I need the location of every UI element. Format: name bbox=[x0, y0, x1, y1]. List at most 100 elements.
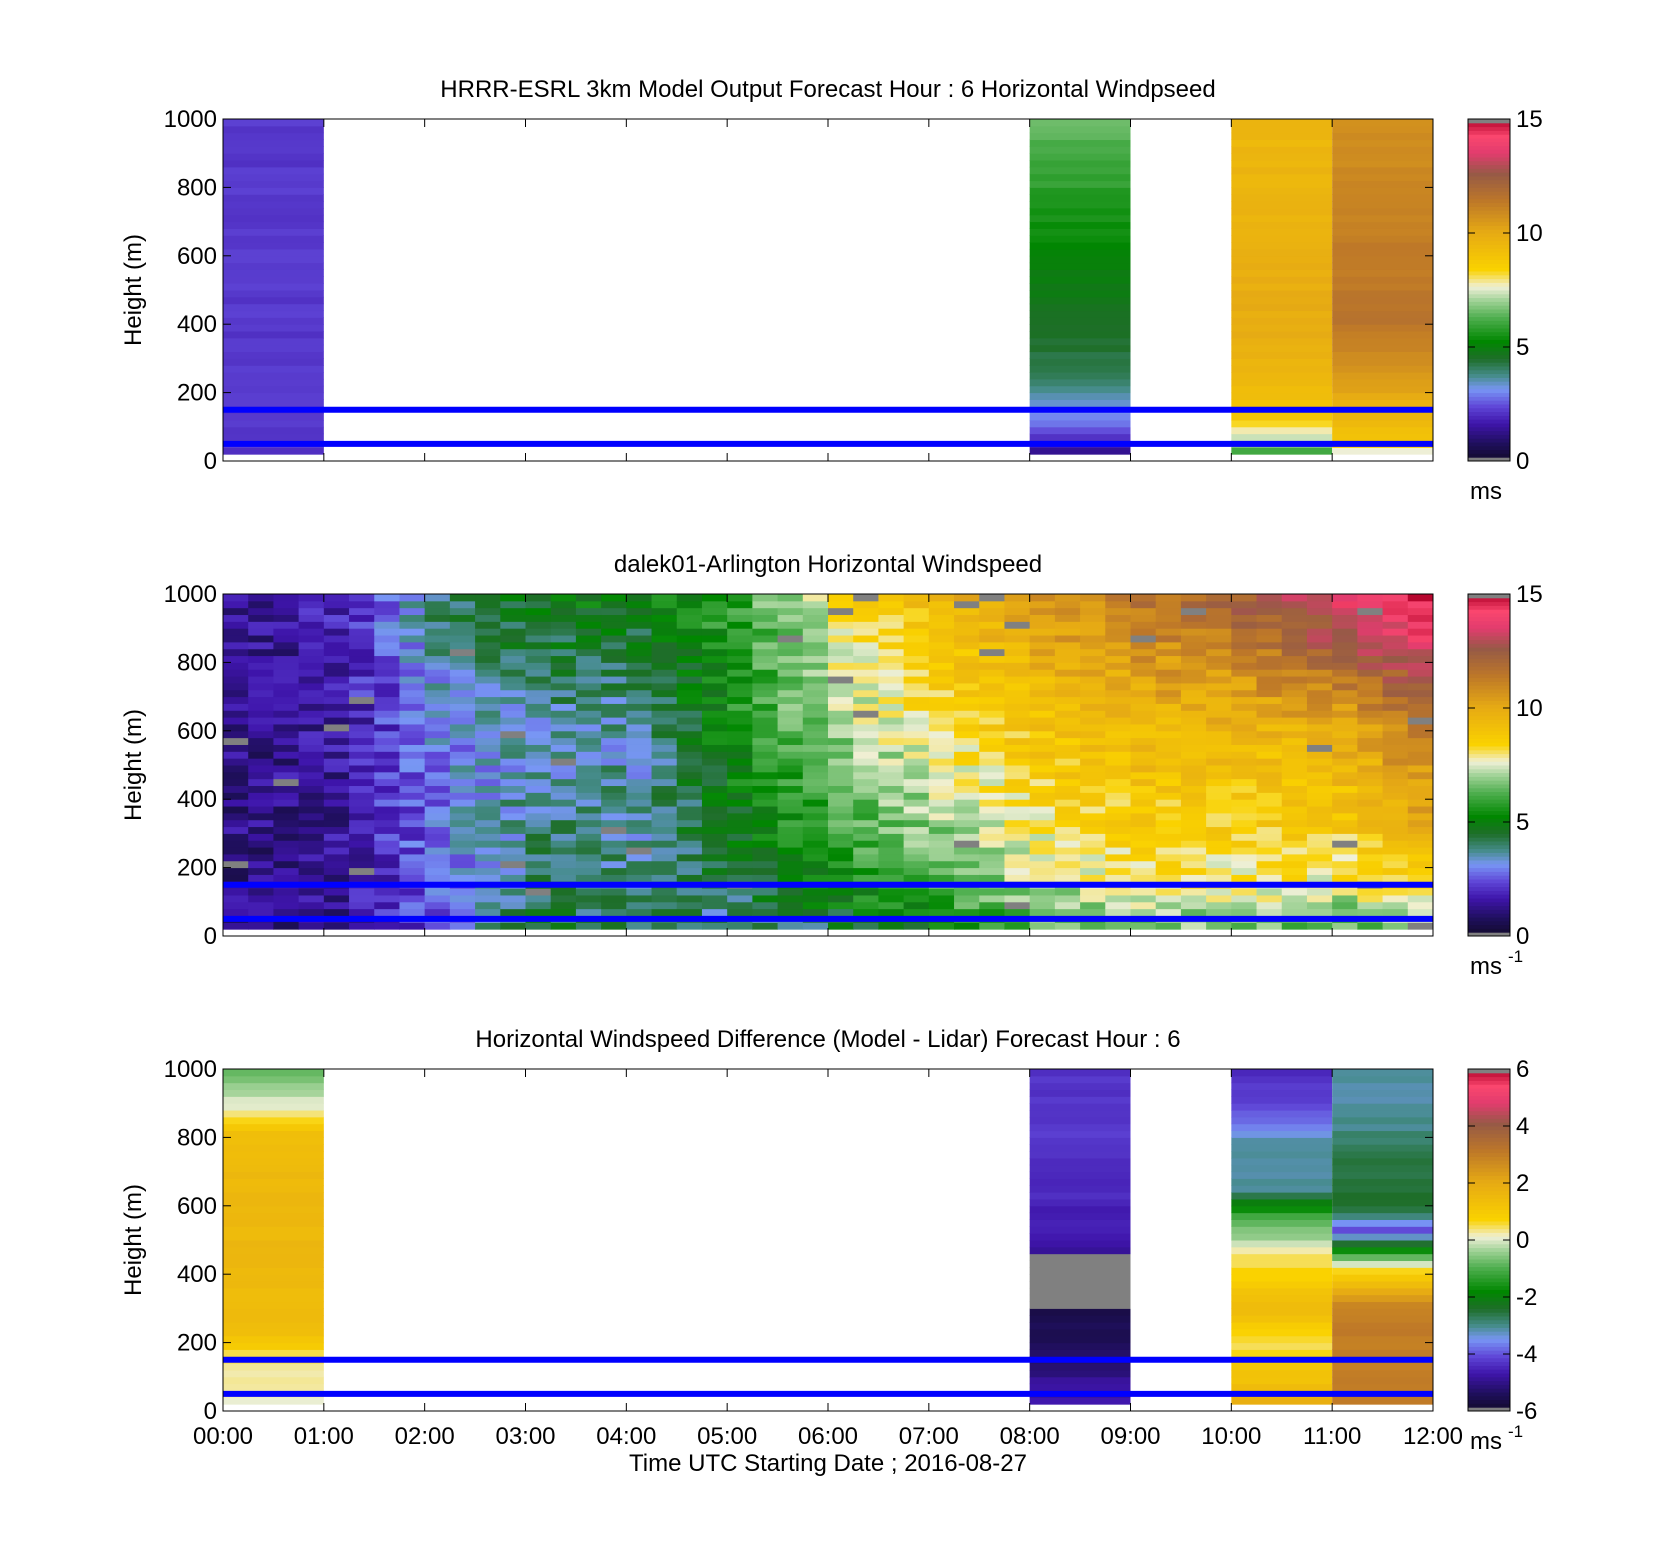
heatmap-cell bbox=[449, 758, 476, 766]
heatmap-cell bbox=[928, 908, 955, 916]
heatmap-cell bbox=[903, 908, 930, 916]
heatmap-cell bbox=[1306, 696, 1333, 704]
heatmap-cell bbox=[1080, 710, 1106, 718]
heatmap-cell bbox=[374, 737, 400, 745]
heatmap-cell bbox=[1155, 908, 1182, 916]
heatmap-cell bbox=[1231, 1205, 1333, 1214]
heatmap-cell bbox=[1231, 1075, 1333, 1084]
heatmap-cell bbox=[525, 717, 552, 725]
heatmap-cell bbox=[1130, 901, 1157, 910]
colorbar-segment bbox=[1468, 1164, 1510, 1169]
heatmap-cell bbox=[777, 682, 804, 691]
heatmap-cell bbox=[1382, 867, 1409, 875]
heatmap-cell bbox=[248, 703, 274, 711]
heatmap-cell bbox=[928, 648, 955, 657]
colorbar-segment bbox=[1468, 730, 1510, 736]
heatmap-cell bbox=[954, 806, 980, 814]
heatmap-cell bbox=[1231, 758, 1258, 766]
y-tick-label: 200 bbox=[177, 855, 217, 882]
heatmap-cell bbox=[1256, 628, 1283, 636]
colorbar-segment bbox=[1468, 419, 1510, 424]
heatmap-cell bbox=[777, 901, 804, 910]
heatmap-cell bbox=[1105, 812, 1131, 821]
heatmap-cell bbox=[601, 628, 627, 636]
heatmap-cell bbox=[979, 847, 1005, 855]
heatmap-cell bbox=[349, 648, 375, 657]
heatmap-cell bbox=[802, 594, 829, 602]
heatmap-cell bbox=[1231, 1397, 1333, 1405]
heatmap-cell bbox=[223, 1116, 324, 1125]
heatmap-cell bbox=[399, 792, 426, 800]
heatmap-cell bbox=[1231, 806, 1258, 814]
x-tick-label: 03:00 bbox=[495, 1423, 555, 1450]
heatmap-cells bbox=[223, 594, 1434, 930]
heatmap-cell bbox=[1332, 160, 1433, 168]
heatmap-cell bbox=[1130, 737, 1157, 745]
y-tick-label: 600 bbox=[177, 718, 217, 745]
heatmap-cell bbox=[323, 730, 350, 739]
heatmap-cell bbox=[323, 689, 350, 698]
colorbar-segment bbox=[1468, 381, 1510, 386]
heatmap-cell bbox=[752, 621, 779, 629]
heatmap-cell bbox=[601, 682, 627, 691]
heatmap-cell bbox=[1256, 635, 1283, 643]
colorbar-frame bbox=[1467, 593, 1511, 937]
heatmap-cell bbox=[575, 641, 602, 650]
heatmap-cell bbox=[223, 1287, 324, 1296]
heatmap-cell bbox=[1332, 669, 1358, 677]
heatmap-cell bbox=[1180, 676, 1207, 684]
heatmap-cell bbox=[1332, 812, 1358, 821]
colorbar-segment bbox=[1468, 225, 1510, 230]
heatmap-cell bbox=[954, 922, 980, 930]
heatmap-cell bbox=[273, 648, 300, 657]
heatmap-cell bbox=[1231, 132, 1333, 141]
colorbar-segment bbox=[1468, 400, 1510, 405]
heatmap-cell bbox=[878, 867, 905, 875]
heatmap-cell bbox=[248, 826, 274, 834]
heatmap-cell bbox=[1029, 385, 1131, 394]
colorbar-segment bbox=[1468, 822, 1510, 827]
colorbar-segment bbox=[1468, 1084, 1510, 1089]
heatmap-cell bbox=[1080, 847, 1106, 855]
heatmap-cell bbox=[777, 853, 804, 862]
heatmap-cell bbox=[777, 751, 804, 759]
heatmap-cell bbox=[1155, 641, 1182, 650]
heatmap-cell bbox=[928, 812, 955, 821]
heatmap-cell bbox=[1231, 153, 1333, 161]
heatmap-cell bbox=[802, 792, 829, 800]
heatmap-cell bbox=[223, 1342, 324, 1350]
heatmap-cell bbox=[802, 785, 829, 793]
heatmap-cell bbox=[651, 628, 678, 636]
heatmap-cell bbox=[853, 785, 879, 793]
heatmap-cell bbox=[525, 894, 552, 903]
heatmap-cell bbox=[223, 1383, 324, 1391]
heatmap-cell bbox=[676, 635, 703, 643]
heatmap-cell bbox=[273, 621, 300, 629]
y-axis-label: Height (m) bbox=[120, 234, 147, 346]
heatmap-cell bbox=[1407, 901, 1434, 910]
heatmap-cell bbox=[449, 676, 476, 684]
heatmap-cell bbox=[727, 908, 753, 916]
heatmap-cell bbox=[752, 799, 779, 807]
heatmap-cell bbox=[626, 621, 653, 629]
heatmap-cell bbox=[374, 710, 400, 718]
heatmap-cell bbox=[1281, 703, 1308, 711]
heatmap-cell bbox=[323, 908, 350, 916]
heatmap-cell bbox=[1105, 614, 1131, 622]
colorbar-segment bbox=[1468, 1278, 1510, 1283]
heatmap-cell bbox=[223, 344, 324, 353]
heatmap-cell bbox=[1231, 358, 1333, 366]
heatmap-cell bbox=[701, 607, 728, 616]
colorbar-segment bbox=[1468, 1126, 1510, 1131]
heatmap-cell bbox=[853, 853, 879, 862]
heatmap-cell bbox=[323, 676, 350, 684]
heatmap-cell bbox=[223, 1328, 324, 1337]
heatmap-cell bbox=[651, 826, 678, 834]
heatmap-cell bbox=[701, 812, 728, 821]
heatmap-cell bbox=[1231, 1363, 1333, 1371]
heatmap-cell bbox=[828, 723, 854, 732]
heatmap-cell bbox=[1357, 723, 1384, 732]
heatmap-cell bbox=[550, 703, 577, 711]
heatmap-cell bbox=[1357, 594, 1384, 602]
